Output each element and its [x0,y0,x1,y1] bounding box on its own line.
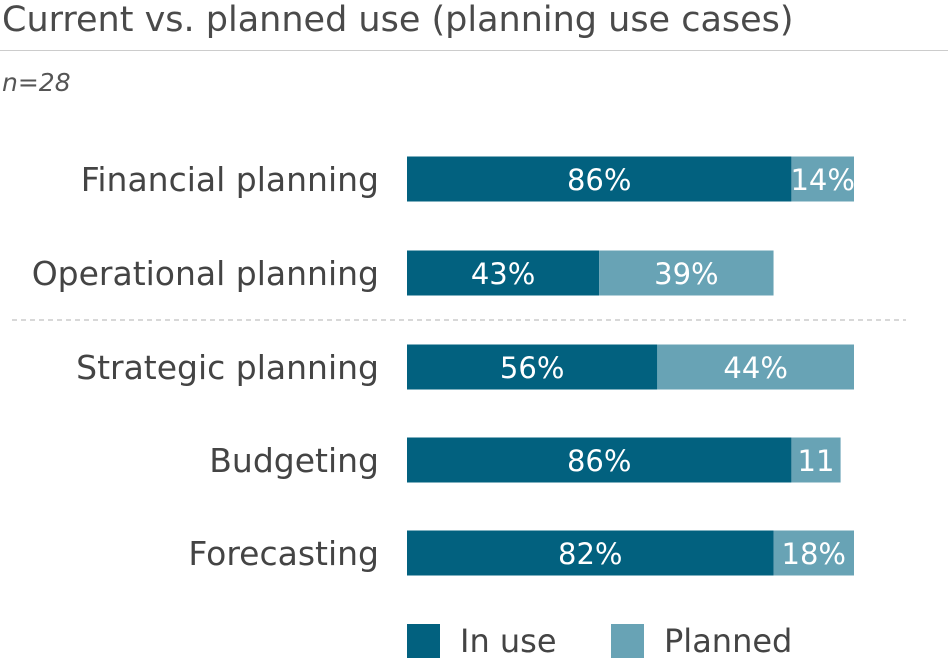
bar-in-use [407,250,600,296]
data-label: 86% [567,163,631,197]
data-label: 11 [798,444,835,478]
chart-title: Current vs. planned use (planning use ca… [2,0,794,40]
bar-in-use [407,530,774,576]
data-label: 44% [723,351,787,385]
category-label: Operational planning [32,254,379,293]
bar-in-use [407,437,792,483]
title-divider [0,50,948,51]
data-label: 14% [790,163,854,197]
category-label: Strategic planning [76,348,379,387]
legend-swatch [611,624,644,658]
bar-planned [657,344,854,390]
legend-label: Planned [664,622,792,660]
data-label: 18% [782,537,846,571]
category-label: Forecasting [188,534,379,573]
bar-planned [773,530,854,576]
bar-planned [599,250,774,296]
data-label: 56% [500,351,564,385]
category-label: Financial planning [81,160,379,199]
legend-swatch [407,624,440,658]
data-label: 86% [567,444,631,478]
category-label: Budgeting [209,441,379,480]
legend-label: In use [460,622,557,660]
data-label: 39% [654,257,718,291]
bar-planned [791,437,841,483]
bar-planned [791,156,854,202]
data-label: 82% [558,537,622,571]
sample-size: n=28 [2,68,71,97]
data-label: 43% [471,257,535,291]
bar-in-use [407,344,658,390]
bar-in-use [407,156,792,202]
